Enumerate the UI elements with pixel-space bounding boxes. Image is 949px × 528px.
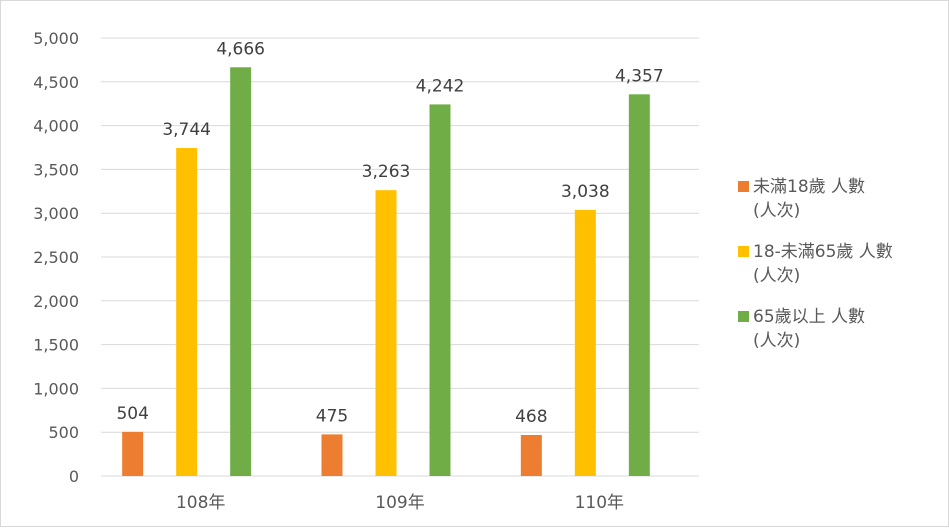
gridlines <box>101 37 699 477</box>
x-category-label: 110年 <box>575 493 624 513</box>
legend-label: (人次) <box>753 201 800 221</box>
x-category-label: 109年 <box>375 493 424 513</box>
bar-series-1-cat-1 <box>375 190 397 476</box>
y-tick-label: 4,000 <box>33 117 79 136</box>
y-tick-label: 3,500 <box>33 160 79 179</box>
bar-series-0-cat-1 <box>321 434 343 476</box>
y-tick-label: 0 <box>69 467 79 486</box>
y-tick-label: 1,500 <box>33 336 79 355</box>
legend-swatch <box>738 246 749 257</box>
legend-label: 18-未滿65歲 人數 <box>753 242 893 262</box>
data-label: 3,038 <box>561 182 610 202</box>
legend-label: 未滿18歲 人數 <box>753 177 865 197</box>
bar-series-0-cat-0 <box>122 431 144 476</box>
legend-swatch <box>738 181 749 192</box>
legend: 未滿18歲 人數 (人次) 18-未滿65歲 人數 (人次) 65歲以上 人數 (人次) <box>738 177 893 351</box>
data-labels: 504 475 468 3,744 3,263 3,038 4,666 4,242 4,357 <box>116 39 663 427</box>
legend-item-2: 65歲以上 人數 (人次) <box>738 307 865 351</box>
legend-swatch <box>738 311 749 322</box>
legend-item-0: 未滿18歲 人數 (人次) <box>738 177 865 221</box>
bars <box>122 67 650 477</box>
data-label: 3,263 <box>362 162 411 182</box>
bar-series-2-cat-1 <box>429 104 451 476</box>
data-label: 3,744 <box>162 120 211 140</box>
legend-label: (人次) <box>753 331 800 351</box>
x-axis-category-labels: 108年 109年 110年 <box>176 493 624 513</box>
y-tick-label: 5,000 <box>33 29 79 48</box>
data-label: 468 <box>515 407 547 427</box>
y-tick-label: 4,500 <box>33 73 79 92</box>
bar-series-0-cat-2 <box>520 435 542 476</box>
bar-series-2-cat-2 <box>628 94 650 477</box>
data-label: 475 <box>316 406 348 426</box>
bar-series-1-cat-0 <box>176 148 198 476</box>
bar-series-1-cat-2 <box>574 209 596 476</box>
y-tick-label: 2,000 <box>33 292 79 311</box>
y-axis-tick-labels: 0 500 1,000 1,500 2,000 2,500 3,000 3,500 4,000 4… <box>33 29 79 486</box>
data-label: 4,242 <box>416 76 465 96</box>
legend-label: 65歲以上 人數 <box>753 307 865 327</box>
y-tick-label: 1,000 <box>33 379 79 398</box>
y-tick-label: 2,500 <box>33 248 79 267</box>
data-label: 4,357 <box>615 66 664 86</box>
y-tick-label: 3,000 <box>33 204 79 223</box>
data-label: 4,666 <box>216 39 265 59</box>
legend-item-1: 18-未滿65歲 人數 (人次) <box>738 242 893 286</box>
x-category-label: 108年 <box>176 493 225 513</box>
bar-series-2-cat-0 <box>230 67 252 477</box>
legend-label: (人次) <box>753 266 800 286</box>
data-label: 504 <box>116 404 148 424</box>
y-tick-label: 500 <box>48 423 79 442</box>
